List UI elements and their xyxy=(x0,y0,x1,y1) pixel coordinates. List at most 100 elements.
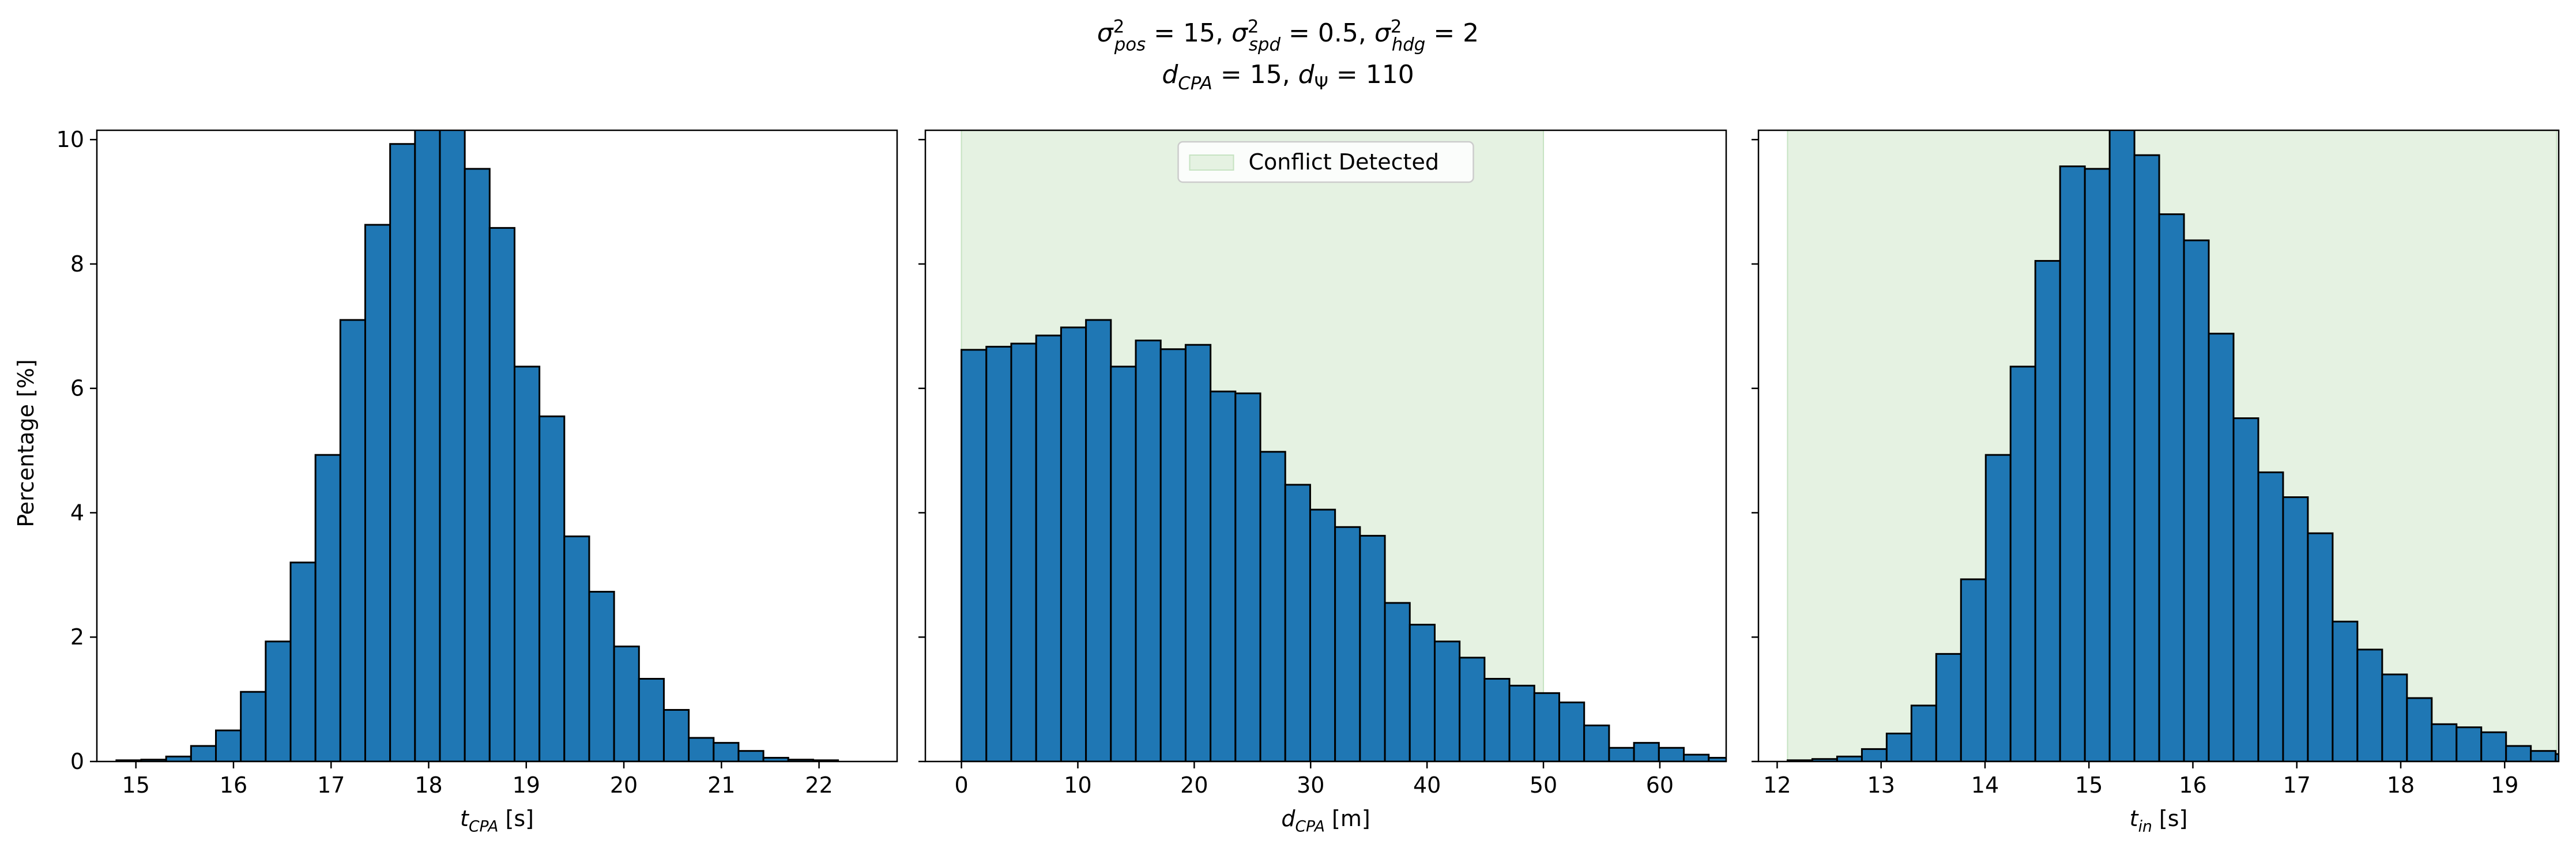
x-tick-label: 19 xyxy=(2491,772,2518,798)
histogram-bar xyxy=(961,349,988,761)
x-tick-label: 22 xyxy=(805,772,833,798)
x-tick-label: 18 xyxy=(415,772,442,798)
histogram-bar xyxy=(1885,732,1912,761)
histogram-bar xyxy=(985,345,1012,761)
histogram-bar xyxy=(1483,678,1511,761)
histogram-bar xyxy=(1583,724,1610,761)
x-tick-label: 50 xyxy=(1530,772,1557,798)
histogram-bar xyxy=(2257,471,2284,761)
y-tick-label: 0 xyxy=(70,749,84,774)
histogram-bar xyxy=(289,561,317,761)
histogram-t-cpa: 15 16 17 18 19 20 21 22 0 2 4 6 8 10 tCPA [s] xyxy=(57,127,898,836)
histogram-bar xyxy=(1683,753,1710,761)
histogram-bar xyxy=(2356,649,2383,761)
y-tick-label: 10 xyxy=(57,127,84,152)
histogram-bar xyxy=(2307,532,2334,761)
legend-label: Conflict Detected xyxy=(1249,149,1439,175)
histogram-bar xyxy=(215,729,242,761)
histogram-bar xyxy=(538,415,566,761)
histogram-bar xyxy=(414,130,441,761)
histogram-bar xyxy=(1010,342,1037,761)
histogram-bar xyxy=(314,454,341,761)
y-tick-label: 4 xyxy=(70,500,84,525)
histogram-bar xyxy=(1633,742,1660,761)
histogram-bar xyxy=(339,319,366,761)
histogram-bar xyxy=(2332,620,2359,761)
x-axis-label: dCPA [m] xyxy=(1281,806,1370,836)
histogram-bar xyxy=(1836,755,1863,761)
histogram-bar xyxy=(488,227,515,761)
x-tick-label: 30 xyxy=(1297,772,1324,798)
x-tick-label: 13 xyxy=(1867,772,1895,798)
histogram-bar xyxy=(2208,333,2235,761)
histogram-bar xyxy=(1408,624,1436,761)
histogram-bar xyxy=(364,224,391,761)
x-tick-label: 60 xyxy=(1646,772,1674,798)
histogram-bar xyxy=(2406,697,2433,761)
x-tick-label: 40 xyxy=(1413,772,1441,798)
x-tick-label: 17 xyxy=(317,772,345,798)
histogram-bar xyxy=(2108,130,2136,761)
x-tick-label: 18 xyxy=(2387,772,2415,798)
histogram-bar xyxy=(1159,348,1187,761)
histogram-bar xyxy=(439,130,466,761)
axes-frame xyxy=(1757,129,2560,763)
histogram-bar xyxy=(1558,702,1585,761)
histogram-bar xyxy=(2480,731,2507,761)
y-tick-label: 2 xyxy=(70,624,84,650)
histogram-bar xyxy=(1334,526,1361,761)
histogram-bar xyxy=(1110,365,1137,761)
histogram-bar xyxy=(1035,334,1062,761)
histogram-bar xyxy=(513,365,541,761)
histogram-bar xyxy=(165,755,192,761)
histogram-bar xyxy=(1459,657,1486,761)
histogram-bar xyxy=(588,590,615,761)
x-tick-label: 14 xyxy=(1971,772,1999,798)
histogram-bar xyxy=(240,691,267,761)
x-tick-label: 16 xyxy=(2179,772,2206,798)
y-tick-label: 8 xyxy=(70,251,84,277)
x-tick-label: 0 xyxy=(954,772,968,798)
histogram-bar xyxy=(713,742,740,761)
histogram-bar xyxy=(1658,747,1685,761)
legend-swatch xyxy=(1189,154,1234,171)
axes-frame xyxy=(924,129,1727,763)
histogram-d-cpa: 0 10 20 30 40 50 60 dCPA [m] Conflict Detected xyxy=(918,129,1727,836)
histogram-bar xyxy=(464,168,491,761)
x-tick-label: 19 xyxy=(513,772,540,798)
histogram-bar xyxy=(2183,239,2210,761)
axes-frame xyxy=(96,129,898,763)
histogram-bar xyxy=(2034,260,2061,761)
histogram-bar xyxy=(1433,640,1461,761)
x-tick-label: 21 xyxy=(707,772,735,798)
figure-title-line2: dCPA = 15, dΨ = 110 xyxy=(1162,60,1414,94)
histogram-bar xyxy=(1259,451,1286,761)
histogram-bar xyxy=(190,745,217,761)
y-axis-label: Percentage [%] xyxy=(13,359,39,527)
histogram-bar xyxy=(1184,344,1212,761)
histogram-bar xyxy=(1309,508,1336,761)
legend: Conflict Detected xyxy=(1177,141,1474,183)
histogram-bar xyxy=(1135,340,1162,761)
histogram-bar xyxy=(2009,365,2036,761)
x-axis-label: tCPA [s] xyxy=(460,806,534,836)
x-axis-label: tin [s] xyxy=(2130,806,2188,836)
histogram-bar xyxy=(1861,748,1888,761)
histogram-bar xyxy=(613,645,640,761)
histogram-bar xyxy=(2530,750,2557,761)
x-tick-label: 12 xyxy=(1763,772,1791,798)
histogram-bar xyxy=(1508,684,1535,761)
x-tick-label: 17 xyxy=(2283,772,2311,798)
histogram-bar xyxy=(1210,390,1237,761)
x-tick-label: 20 xyxy=(1180,772,1208,798)
histogram-bar xyxy=(1935,653,1962,761)
histogram-bar xyxy=(2381,673,2408,761)
histogram-bar xyxy=(1359,534,1386,761)
histogram-bar xyxy=(737,750,764,761)
x-tick-label: 15 xyxy=(2075,772,2103,798)
histogram-bar xyxy=(1960,578,1987,761)
histogram-bar xyxy=(1984,454,2012,761)
histogram-bar xyxy=(265,640,292,761)
histogram-bar xyxy=(2232,417,2259,761)
x-tick-label: 20 xyxy=(610,772,638,798)
